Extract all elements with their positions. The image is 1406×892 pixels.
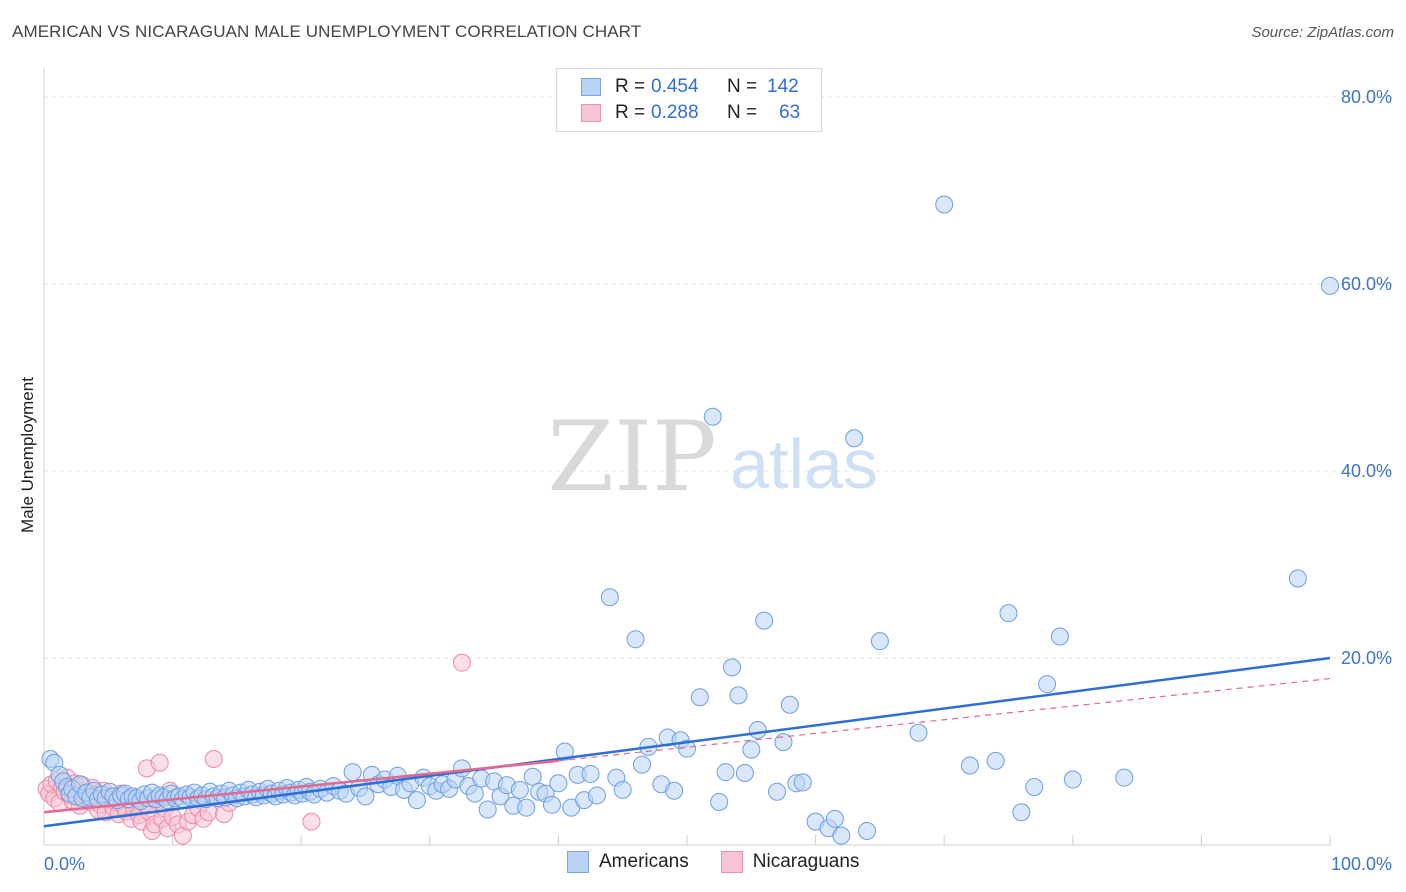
americans-point <box>846 430 863 447</box>
americans-legend-label: Americans <box>599 851 689 873</box>
americans-point <box>1013 804 1030 821</box>
legend-r-value: 0.454 <box>651 76 727 98</box>
americans-point <box>1051 628 1068 645</box>
scatter-plot: ZIP atlas 20.0%40.0%60.0%80.0%0.0% 100.0% <box>0 0 1406 892</box>
americans-point <box>730 687 747 704</box>
americans-point <box>344 764 361 781</box>
americans-point <box>936 196 953 213</box>
americans-point <box>724 659 741 676</box>
americans-point <box>1289 570 1306 587</box>
americans-point <box>453 760 470 777</box>
legend-n-value: 142 <box>767 76 799 98</box>
legend-row-americans: R = 0.454 N = 142 <box>581 75 799 99</box>
americans-point <box>794 774 811 791</box>
trend-lines <box>44 658 1330 826</box>
y-tick-label: 80.0% <box>1341 87 1392 107</box>
legend-n-label: N = <box>727 102 779 124</box>
nicaraguans-points <box>38 654 470 844</box>
americans-trend-line <box>44 658 1330 826</box>
legend-r-label: R = <box>615 102 651 124</box>
americans-point <box>1000 605 1017 622</box>
americans-point <box>781 696 798 713</box>
americans-point <box>717 764 734 781</box>
americans-point <box>588 787 605 804</box>
americans-point <box>511 781 528 798</box>
americans-point <box>601 589 618 606</box>
americans-point <box>408 792 425 809</box>
nicaraguans-point <box>151 754 168 771</box>
legend-n-label: N = <box>727 76 767 98</box>
americans-point <box>666 782 683 799</box>
americans-point <box>769 783 786 800</box>
y-tick-label: 60.0% <box>1341 274 1392 294</box>
nicaraguans-legend-label: Nicaraguans <box>753 851 860 873</box>
americans-point <box>518 799 535 816</box>
x-tick-label: 0.0% <box>44 854 85 874</box>
americans-point <box>736 765 753 782</box>
legend-r-value: 0.288 <box>651 102 727 124</box>
americans-point <box>633 756 650 773</box>
stats-legend: R = 0.454 N = 142 R = 0.288 N = 63 <box>556 68 822 132</box>
americans-point <box>756 612 773 629</box>
americans-point <box>987 752 1004 769</box>
americans-point <box>749 721 766 738</box>
y-tick-label: 20.0% <box>1341 648 1392 668</box>
americans-point <box>871 633 888 650</box>
americans-point <box>627 631 644 648</box>
americans-point <box>1039 676 1056 693</box>
americans-point <box>743 741 760 758</box>
americans-point <box>1064 771 1081 788</box>
americans-swatch <box>567 851 589 873</box>
americans-point <box>357 788 374 805</box>
legend-swatch-americans <box>581 78 601 96</box>
americans-point <box>1116 769 1133 786</box>
grid-lines <box>44 97 1392 658</box>
americans-point <box>543 796 560 813</box>
legend-n-value: 63 <box>779 102 800 124</box>
americans-point <box>910 724 927 741</box>
americans-point <box>1322 277 1339 294</box>
legend-swatch-nicaraguans <box>581 104 601 122</box>
americans-point <box>479 801 496 818</box>
watermark-zip: ZIP <box>547 401 716 513</box>
americans-point <box>550 775 567 792</box>
americans-point <box>961 757 978 774</box>
americans-point <box>826 810 843 827</box>
legend-row-nicaraguans: R = 0.288 N = 63 <box>581 101 800 125</box>
americans-point <box>614 781 631 798</box>
series-legend: Americans Nicaraguans <box>567 851 859 873</box>
americans-point <box>466 785 483 802</box>
americans-point <box>704 408 721 425</box>
americans-point <box>691 689 708 706</box>
nicaraguans-point <box>205 750 222 767</box>
nicaraguans-point <box>303 813 320 830</box>
tick-labels: 20.0% 40.0% 60.0% 80.0% 0.0% 100.0% <box>44 87 1392 874</box>
nicaraguans-point <box>453 654 470 671</box>
nicaraguans-swatch <box>721 851 743 873</box>
americans-point <box>1026 779 1043 796</box>
legend-r-label: R = <box>615 76 651 98</box>
americans-point <box>711 793 728 810</box>
americans-point <box>582 765 599 782</box>
americans-point <box>524 768 541 785</box>
americans-point <box>859 822 876 839</box>
nicaraguans-trend-extension <box>558 679 1330 761</box>
americans-point <box>833 827 850 844</box>
y-tick-label: 40.0% <box>1341 461 1392 481</box>
x-tick-label: 100.0% <box>1331 854 1392 874</box>
